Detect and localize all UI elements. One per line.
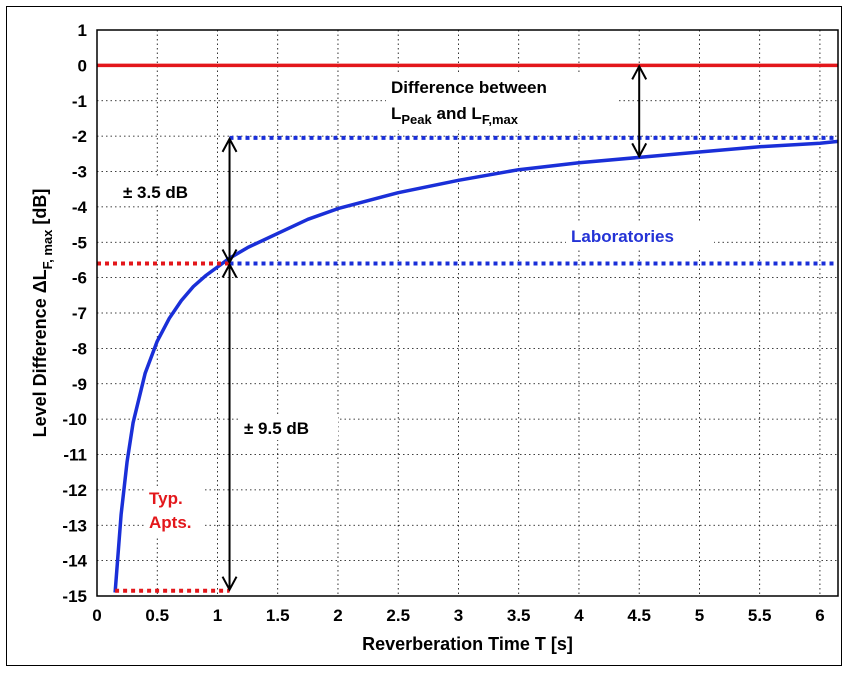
grid (97, 30, 838, 596)
figure-frame (6, 6, 842, 666)
y-tick-labels: 1 0 -1 -2 -3 -4 -5 -6 -7 -8 -9 -10 -11 -12 -13 -14 -15 (62, 21, 87, 606)
y-tick-label: -13 (62, 516, 87, 535)
x-axis-label: Reverberation Time T [s] (362, 634, 573, 654)
x-tick-label: 5 (695, 606, 704, 625)
y-tick-label: -7 (72, 304, 87, 323)
arrow-head-bottom (221, 576, 238, 592)
apts-label: Apts. (149, 513, 192, 532)
y-tick-label: -1 (72, 92, 87, 111)
arrow-head-top (631, 64, 648, 80)
arrow-head-bottom (631, 142, 648, 159)
y-tick-label: 1 (78, 21, 87, 40)
y-tick-label: -12 (62, 481, 87, 500)
x-tick-label: 1 (213, 606, 222, 625)
arrow-head-top (221, 262, 238, 278)
diff-label-line1: Difference between (391, 78, 547, 97)
plot-area-border (96, 29, 839, 597)
solid-line-series (113, 139, 839, 593)
y-tick-label: 0 (78, 56, 87, 75)
typ-label: Typ. (149, 489, 183, 508)
annotations: Difference between LPeak and LF,max ± 3.… (116, 72, 714, 538)
y-tick-label: -8 (72, 339, 87, 358)
y-tick-label: -14 (62, 552, 87, 571)
x-tick-label: 2.5 (386, 606, 410, 625)
arrows-group (221, 64, 648, 592)
y-tick-label: -10 (62, 410, 87, 429)
diff-label-line2: LPeak and LF,max (391, 104, 519, 127)
diff-l-peak-sub: Peak (401, 112, 432, 127)
x-tick-labels: 0 0.5 1 1.5 2 2.5 3 3.5 4 4.5 5 5.5 6 (92, 606, 824, 625)
x-tick-label: 3.5 (507, 606, 531, 625)
x-tick-label: 4.5 (627, 606, 651, 625)
y-tick-label: -9 (72, 375, 87, 394)
series-group (97, 63, 839, 593)
y-tick-label: -2 (72, 127, 87, 146)
x-tick-label: 6 (815, 606, 824, 625)
arrow-head-top (221, 136, 238, 153)
x-tick-label: 0.5 (145, 606, 169, 625)
y-axis-label-unit: [dB] (30, 189, 50, 230)
x-tick-label: 1.5 (266, 606, 290, 625)
typ-apts-bg (146, 486, 202, 538)
y-tick-label: -5 (72, 233, 87, 252)
diff-label-bg (386, 72, 616, 130)
pm95-bg (238, 414, 338, 440)
laboratories-label: Laboratories (571, 227, 674, 246)
y-tick-label: -3 (72, 163, 87, 182)
y-axis-label: Level Difference ΔLF, max [dB] (30, 189, 55, 438)
diff-and: and L (432, 104, 482, 123)
y-axis-label-main: Level Difference ΔL (30, 269, 50, 437)
diff-l-peak: L (391, 104, 401, 123)
pm95-label: ± 9.5 dB (244, 419, 309, 438)
laboratories-bg (566, 222, 714, 248)
pm35-label: ± 3.5 dB (123, 183, 188, 202)
y-tick-label: -6 (72, 269, 87, 288)
pm35-bg (116, 178, 216, 204)
x-tick-label: 4 (574, 606, 584, 625)
x-tick-label: 3 (454, 606, 463, 625)
y-axis-label-sub: F, max (40, 229, 55, 270)
y-tick-label: -11 (63, 446, 87, 465)
y-tick-label: -4 (72, 198, 88, 217)
diff-l-fmax-sub: F,max (482, 112, 519, 127)
x-tick-label: 5.5 (748, 606, 772, 625)
x-tick-label: 0 (92, 606, 101, 625)
x-tick-label: 2 (333, 606, 342, 625)
y-tick-label: -15 (62, 587, 87, 606)
